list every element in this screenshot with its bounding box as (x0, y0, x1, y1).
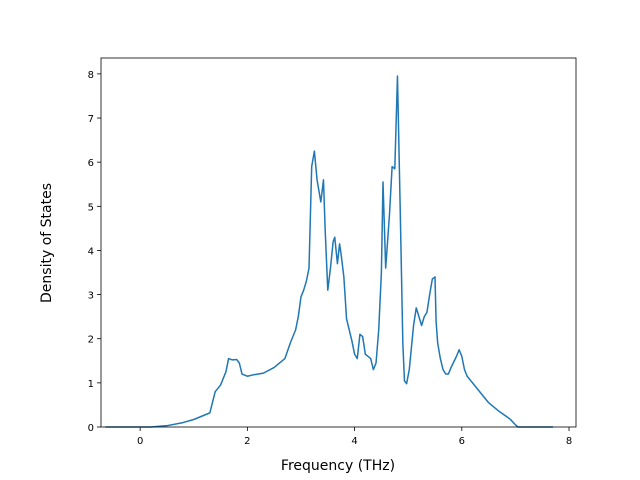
y-tick-label: 5 (88, 202, 94, 213)
plot-frame (100, 57, 577, 428)
x-tick-label: 2 (244, 436, 250, 447)
x-tick-label: 6 (459, 436, 465, 447)
x-axis-label: Frequency (THz) (281, 458, 395, 474)
line (105, 75, 553, 428)
y-tick-label: 7 (88, 114, 94, 125)
y-tick-label: 3 (88, 291, 94, 302)
y-tick-label: 6 (88, 158, 94, 169)
x-tick-label: 0 (137, 436, 143, 447)
y-tick-label: 2 (88, 335, 94, 346)
y-tick-label: 4 (88, 246, 94, 257)
y-tick-label: 0 (88, 423, 94, 434)
y-tick-label: 8 (88, 70, 94, 81)
x-tick-label: 8 (566, 436, 572, 447)
x-tick-label: 4 (351, 436, 357, 447)
y-axis-label: Density of States (39, 183, 55, 303)
y-tick-label: 1 (88, 379, 94, 390)
